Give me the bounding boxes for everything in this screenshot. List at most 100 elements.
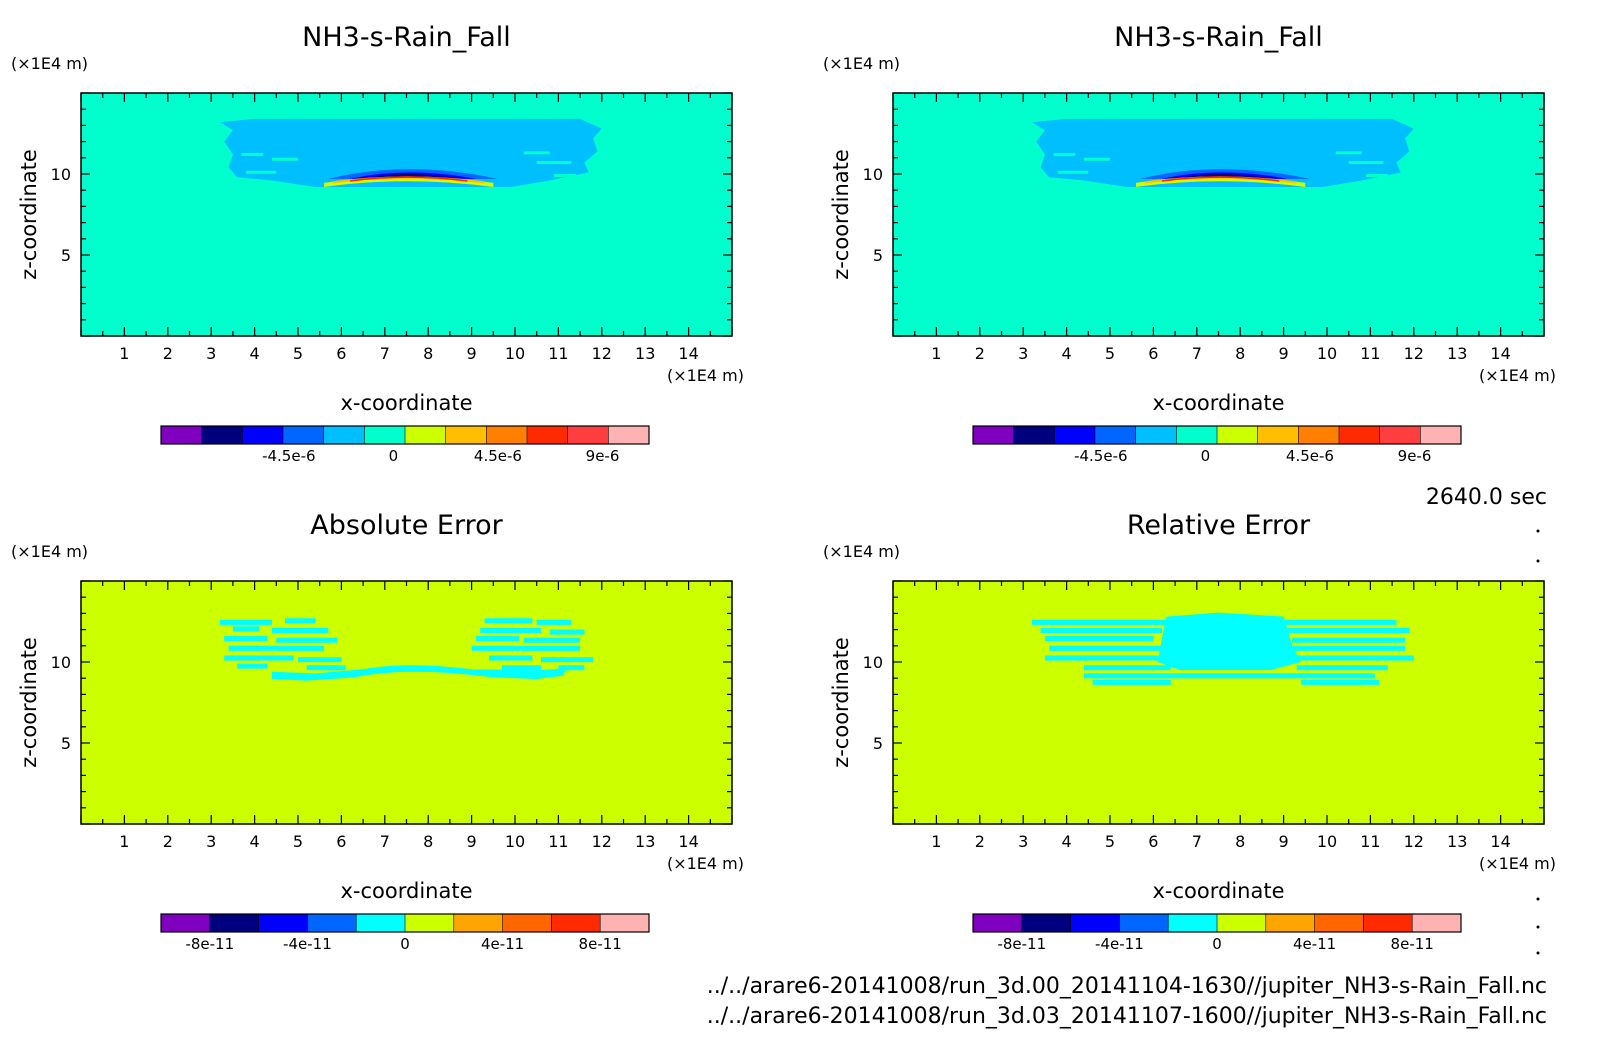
panel-2: NH3-s-Rain_Fall(×1E4 m)1 2 3 4 5 6 7 8 9 10 11 12 13… (823, 22, 1556, 465)
colorbar-tick-label: -4.5e-6 (262, 447, 315, 465)
x-tick-label: 7 (380, 832, 390, 851)
x-tick-label: 2 (975, 832, 985, 851)
x-tick-label: 13 (1447, 832, 1467, 851)
panel-title: Relative Error (1127, 510, 1311, 541)
x-tick-label: 9 (467, 832, 477, 851)
colorbar-swatch (1168, 914, 1218, 932)
panel-title: NH3-s-Rain_Fall (1114, 22, 1323, 53)
x-tick-label: 5 (1105, 832, 1115, 851)
x-tick-label: 2 (163, 344, 173, 363)
x-tick-label: 7 (1192, 832, 1202, 851)
panel-title: NH3-s-Rain_Fall (302, 22, 511, 53)
colorbar-swatch (1265, 914, 1316, 932)
colorbar-swatch (1217, 914, 1267, 932)
y-axis-label: z-coordinate (829, 149, 853, 280)
abs-streak-1 (284, 618, 316, 624)
cloud-gap-3 (554, 174, 576, 177)
x-tick-label: 7 (380, 344, 390, 363)
x-unit-label: (×1E4 m) (1479, 366, 1556, 385)
colorbar-swatch (323, 426, 365, 444)
field-contours (1031, 612, 1414, 685)
x-axis-label: x-coordinate (1152, 391, 1284, 415)
colorbar-swatch (1412, 914, 1462, 932)
colorbar-swatch (1070, 914, 1120, 932)
colorbar-swatch (551, 914, 601, 932)
x-tick-label: 3 (206, 344, 216, 363)
edge-marker-dot (1536, 897, 1540, 901)
colorbar-swatch (161, 426, 203, 444)
y-tick-label: 10 (863, 165, 883, 184)
y-unit-label: (×1E4 m) (823, 542, 900, 561)
colorbar-swatch (209, 914, 260, 932)
abs-streak-5 (276, 637, 338, 643)
edge-marker-dot (1536, 925, 1540, 929)
y-tick-label: 5 (61, 246, 71, 265)
x-tick-label: 3 (206, 832, 216, 851)
x-unit-label: (×1E4 m) (1479, 854, 1556, 873)
x-tick-label: 5 (1105, 344, 1115, 363)
x-tick-label: 9 (1279, 344, 1289, 363)
abs-streak-9 (237, 663, 268, 669)
panel-3: Absolute Error(×1E4 m)1 2 3 4 5 6 7 8 9 10 11 12 13 1… (11, 510, 744, 953)
colorbar-tick-label: 4.5e-6 (474, 447, 522, 465)
abs-streak-11 (484, 618, 533, 624)
abs-streak-18 (488, 655, 533, 661)
colorbar-swatch (161, 914, 211, 932)
y-tick-label: 5 (873, 246, 883, 265)
colorbar-swatch (1339, 426, 1381, 444)
x-unit-label: (×1E4 m) (667, 366, 744, 385)
y-tick-label: 10 (51, 165, 71, 184)
x-tick-label: 3 (1018, 344, 1028, 363)
x-tick-label: 7 (1192, 344, 1202, 363)
y-tick-label: 10 (51, 653, 71, 672)
colorbar-tick-label: 0 (1201, 447, 1211, 465)
x-unit-label: (×1E4 m) (667, 854, 744, 873)
x-tick-label: 8 (423, 832, 433, 851)
plot-background (81, 581, 732, 824)
x-tick-label: 5 (293, 832, 303, 851)
x-tick-label: 1 (931, 832, 941, 851)
x-tick-label: 13 (635, 344, 655, 363)
colorbar-swatch (258, 914, 308, 932)
colorbar-swatch (242, 426, 284, 444)
cloud-gap-2 (245, 170, 277, 174)
abs-streak-10 (306, 665, 346, 671)
field-contours (1031, 118, 1414, 187)
rel-streak-4 (1044, 636, 1154, 642)
abs-streak-12 (536, 619, 572, 625)
x-tick-label: 4 (1062, 832, 1072, 851)
colorbar-swatch (973, 914, 1023, 932)
colorbar-swatch (453, 914, 504, 932)
field-contours (219, 118, 602, 187)
rel-streak-0 (1031, 619, 1167, 625)
colorbar-swatch (1257, 426, 1299, 444)
abs-streak-14 (549, 629, 585, 635)
x-tick-label: 6 (1148, 344, 1158, 363)
arc-red (350, 176, 468, 182)
x-tick-label: 2 (975, 344, 985, 363)
cloud-gap-3 (1366, 174, 1388, 177)
colorbar-tick-label: 4e-11 (481, 935, 524, 953)
x-tick-label: 6 (336, 344, 346, 363)
x-tick-label: 11 (548, 832, 568, 851)
x-axis-label: x-coordinate (340, 391, 472, 415)
x-tick-label: 14 (678, 344, 698, 363)
colorbar-tick-label: 8e-11 (579, 935, 622, 953)
rel-core (1157, 612, 1301, 671)
x-tick-label: 14 (678, 832, 698, 851)
colorbar-swatch (502, 914, 552, 932)
cloud-gap-1 (536, 161, 572, 165)
colorbar-swatch (1119, 914, 1169, 932)
rel-streak-10 (1083, 665, 1171, 671)
colorbar-tick-label: -4.5e-6 (1074, 447, 1127, 465)
colorbar-tick-label: -4e-11 (283, 935, 332, 953)
cloud-region (219, 118, 602, 187)
rel-streak-2 (1040, 627, 1163, 633)
cloud-gap-5 (1335, 151, 1362, 155)
rel-streak-8 (1044, 655, 1176, 661)
rel-streak-5 (1292, 637, 1406, 643)
panel-4: Relative Error(×1E4 m)1 2 3 4 5 6 7 8 9 10 11 12 13 1… (823, 510, 1556, 953)
rel-streak-14 (1300, 679, 1380, 685)
colorbar-tick-label: -4e-11 (1095, 935, 1144, 953)
